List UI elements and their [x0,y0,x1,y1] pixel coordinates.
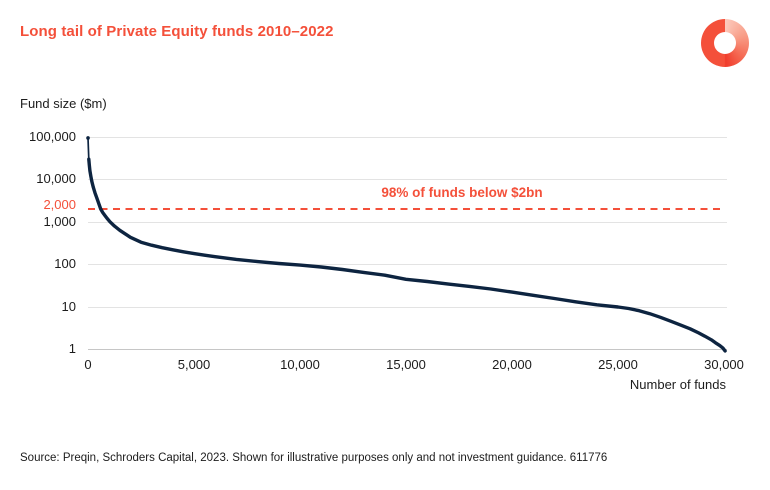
source-note: Source: Preqin, Schroders Capital, 2023.… [20,452,608,464]
largest-fund-point [86,136,90,140]
x-tick-label-5000: 5,000 [177,357,211,372]
y-tick-label-10: 10 [61,298,76,314]
schroders-capital-logo-icon [701,19,749,67]
y-axis-title: Fund size ($m) [20,96,107,111]
y-tick-label-2000: 2,000 [43,197,76,213]
reference-line-label: 98% of funds below $2bn [381,185,543,200]
chart-title: Long tail of Private Equity funds 2010–2… [20,23,334,40]
x-tick-label-20000: 20,000 [492,357,532,372]
y-tick-label-10000: 10,000 [36,171,76,187]
x-tick-label-30000: 30,000 [704,357,744,372]
x-tick-label-0: 0 [84,357,92,372]
x-tick-label-10000: 10,000 [280,357,320,372]
y-tick-label-1000: 1,000 [43,213,76,229]
y-tick-label-100: 100 [54,256,76,272]
x-tick-label-15000: 15,000 [386,357,426,372]
fund-size-curve [87,157,727,353]
y-tick-label-100000: 100,000 [29,129,76,144]
x-tick-label-25000: 25,000 [598,357,638,372]
x-axis-title: Number of funds [629,377,726,392]
y-tick-label-1: 1 [68,341,76,356]
